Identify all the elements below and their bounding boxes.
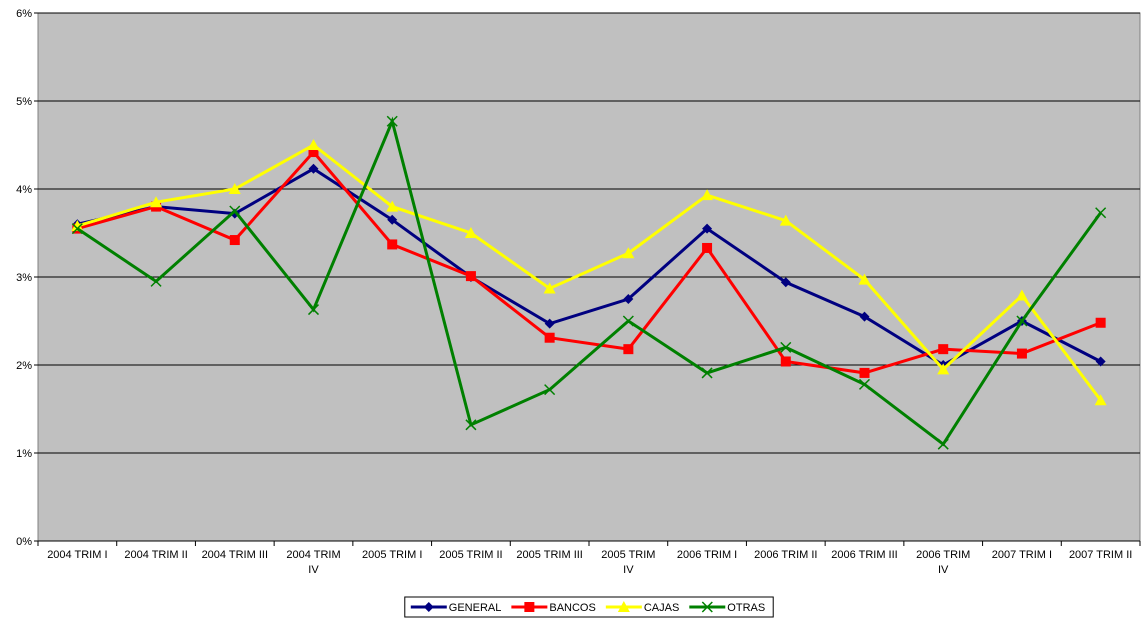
marker	[701, 367, 713, 379]
x-tick-label: 2007 TRIM I	[992, 549, 1052, 561]
marker	[780, 356, 791, 367]
marker	[71, 219, 84, 231]
marker	[702, 223, 713, 234]
legend-label: BANCOS	[549, 602, 595, 614]
legend-label: OTRAS	[727, 602, 765, 614]
y-tick-label: 4%	[16, 184, 32, 196]
x-tick-label: 2005 TRIM I	[362, 549, 422, 561]
marker	[465, 271, 476, 282]
marker	[544, 384, 556, 396]
y-tick-label: 0%	[16, 536, 32, 548]
marker	[386, 200, 399, 212]
marker	[464, 227, 477, 238]
legend-label: CAJAS	[644, 602, 679, 614]
legend-item: CAJAS	[605, 601, 679, 614]
marker	[622, 315, 634, 327]
x-tick-label: 2004 TRIM II	[124, 549, 187, 561]
marker	[229, 235, 240, 246]
legend-item: OTRAS	[689, 601, 765, 614]
marker	[150, 275, 162, 287]
marker	[701, 601, 713, 613]
legend: GENERAL BANCOS CAJAS OTRAS	[404, 596, 774, 618]
legend-item: GENERAL	[410, 602, 502, 614]
marker	[1094, 394, 1107, 406]
x-tick-label: 2006 TRIM III	[831, 549, 897, 561]
marker	[544, 318, 555, 329]
marker	[1095, 207, 1107, 219]
marker	[71, 223, 83, 235]
x-tick-label: 2005 TRIM IV	[601, 549, 655, 576]
marker	[1095, 317, 1106, 328]
legend-item: BANCOS	[511, 602, 596, 614]
marker	[858, 378, 871, 390]
marker	[702, 242, 713, 253]
marker	[937, 363, 950, 375]
x-tick-label: 2004 TRIM I	[47, 549, 107, 561]
x-tick-label: 2006 TRIM I	[677, 549, 737, 561]
marker	[1016, 315, 1028, 327]
x-tick-label: 2004 TRIM IV	[286, 549, 340, 576]
marker	[524, 602, 535, 612]
marker	[543, 282, 556, 294]
marker	[307, 139, 320, 150]
marker	[229, 205, 241, 217]
marker	[623, 294, 634, 304]
x-tick-label: 2005 TRIM III	[516, 549, 582, 561]
marker	[780, 341, 792, 353]
legend-label: GENERAL	[449, 602, 502, 614]
series-line	[77, 167, 1102, 367]
marker	[937, 438, 949, 450]
marker	[228, 183, 241, 194]
marker	[701, 189, 714, 201]
y-tick-label: 1%	[16, 448, 32, 460]
x-tick-label: 2006 TRIM II	[754, 549, 817, 561]
x-tick-label: 2006 TRIM IV	[916, 549, 970, 576]
marker	[386, 115, 398, 127]
marker	[387, 214, 398, 225]
series-line	[76, 143, 1102, 402]
marker	[779, 214, 792, 226]
marker	[150, 196, 163, 208]
marker	[387, 239, 398, 250]
marker	[1095, 356, 1106, 367]
marker	[858, 273, 871, 285]
marker	[307, 304, 320, 316]
marker	[544, 332, 555, 343]
marker	[1016, 348, 1027, 359]
marker	[617, 601, 630, 612]
marker	[938, 344, 949, 355]
y-tick-label: 2%	[16, 360, 32, 372]
y-tick-label: 3%	[16, 272, 32, 284]
legend-box	[404, 596, 774, 618]
marker	[859, 367, 870, 378]
y-tick-label: 5%	[16, 96, 32, 108]
marker	[623, 344, 634, 355]
x-tick-label: 2007 TRIM II	[1069, 549, 1132, 561]
y-tick-label: 6%	[16, 8, 32, 20]
series-line	[76, 116, 1102, 447]
x-tick-label: 2004 TRIM III	[202, 549, 268, 561]
marker	[1015, 289, 1028, 301]
marker	[465, 419, 477, 431]
marker	[308, 147, 319, 158]
marker	[622, 247, 635, 259]
marker	[308, 163, 319, 174]
marker	[859, 311, 870, 322]
marker	[423, 602, 434, 612]
x-tick-label: 2005 TRIM II	[439, 549, 502, 561]
marker	[780, 277, 791, 288]
